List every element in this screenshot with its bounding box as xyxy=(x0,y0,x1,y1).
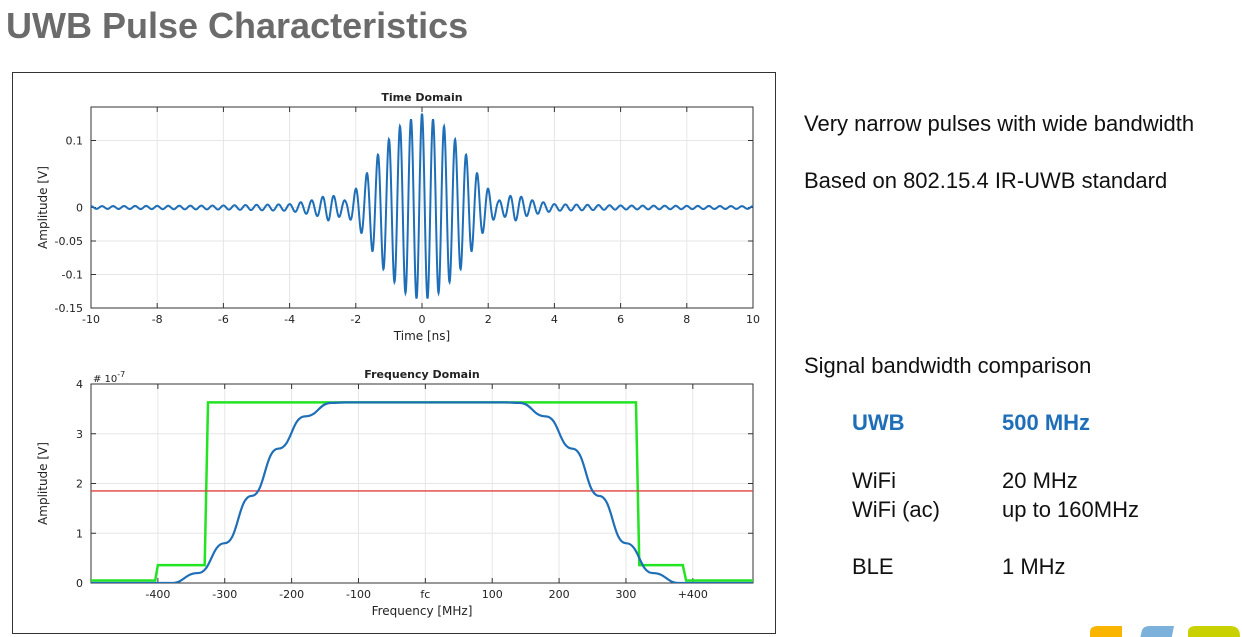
figure-panel: -10 -8 -6 -4 -2 0 2 4 6 8 10 0.1 0 -0.05 -0.1 -0.15 Time… xyxy=(12,72,776,634)
plot-area-frame xyxy=(90,106,754,309)
time-domain-plot: -10 -8 -6 -4 -2 0 2 4 6 8 10 0.1 0 -0.05 -0.1 -0.15 Time… xyxy=(36,91,760,343)
y-tick-label: 1 xyxy=(76,527,83,540)
row-value-wifi-ac: up to 160MHz xyxy=(1002,497,1139,522)
figure-svg: -10 -8 -6 -4 -2 0 2 4 6 8 100.10-0.05-0.1-0.15Time… xyxy=(36,91,760,618)
row-value-ble: 1 MHz xyxy=(1002,554,1066,579)
comparison-heading: Signal bandwidth comparison xyxy=(804,353,1092,378)
y-tick-label: 0 xyxy=(76,577,83,590)
x-tick-label: -100 xyxy=(346,588,371,601)
x-tick-label: -8 xyxy=(152,313,163,326)
row-value-uwb: 500 MHz xyxy=(1002,410,1091,435)
scale-label: # 10-7 xyxy=(93,370,125,385)
x-tick-label: +400 xyxy=(678,588,708,601)
brand-logo xyxy=(1090,626,1240,637)
chart-title: Frequency Domain xyxy=(364,368,479,381)
y-tick-label: 0 xyxy=(76,202,83,215)
y-tick-label: 4 xyxy=(76,378,83,391)
x-tick-label: 2 xyxy=(485,313,492,326)
bullet-standard: Based on 802.15.4 IR-UWB standard xyxy=(804,168,1168,193)
row-name-ble: BLE xyxy=(852,554,894,579)
x-axis-label: Frequency [MHz] xyxy=(372,604,473,618)
x-tick-label: 100 xyxy=(482,588,503,601)
x-tick-label: -6 xyxy=(218,313,229,326)
frequency-domain-plot: -400 -300 -200 -100 fc 100 200 300 +400 4 3 2 1 0 Freq… xyxy=(36,368,754,618)
x-tick-label: -4 xyxy=(284,313,295,326)
x-tick-label: 300 xyxy=(615,588,636,601)
x-tick-label: -2 xyxy=(350,313,361,326)
y-axis-label: Amplitude [V] xyxy=(36,442,50,525)
slide-title: UWB Pulse Characteristics xyxy=(6,5,469,46)
plot-area-frame xyxy=(90,383,754,584)
y-axis-label: Amplitude [V] xyxy=(36,166,50,249)
y-tick-label: 3 xyxy=(76,428,83,441)
x-axis-label: Time [ns] xyxy=(393,329,450,343)
x-tick-label: -300 xyxy=(212,588,237,601)
x-tick-label: 0 xyxy=(419,313,426,326)
bullet-narrow-pulses: Very narrow pulses with wide bandwidth xyxy=(804,111,1195,136)
x-tick-label: -400 xyxy=(145,588,170,601)
y-tick-label: 2 xyxy=(76,478,83,491)
time-pulse-line xyxy=(90,113,754,299)
x-tick-label: 4 xyxy=(551,313,558,326)
y-tick-label: -0.05 xyxy=(55,235,83,248)
scale-exponent: -7 xyxy=(117,370,125,379)
x-tick-label: -10 xyxy=(82,313,100,326)
y-tick-label: -0.1 xyxy=(62,269,83,282)
y-tick-label: 0.1 xyxy=(66,135,84,148)
x-tick-label: 200 xyxy=(549,588,570,601)
x-tick-label: 6 xyxy=(617,313,624,326)
freq-pulse-line xyxy=(91,401,753,583)
row-name-wifi-ac: WiFi (ac) xyxy=(852,497,940,522)
row-name-wifi: WiFi xyxy=(852,468,896,493)
x-tick-label: -200 xyxy=(279,588,304,601)
x-tick-label: 10 xyxy=(746,313,760,326)
x-tick-label: 8 xyxy=(683,313,690,326)
x-tick-label: fc xyxy=(420,588,430,601)
row-value-wifi: 20 MHz xyxy=(1002,468,1078,493)
y-tick-label: -0.15 xyxy=(55,302,83,315)
row-name-uwb: UWB xyxy=(852,410,905,435)
chart-title: Time Domain xyxy=(381,91,462,104)
